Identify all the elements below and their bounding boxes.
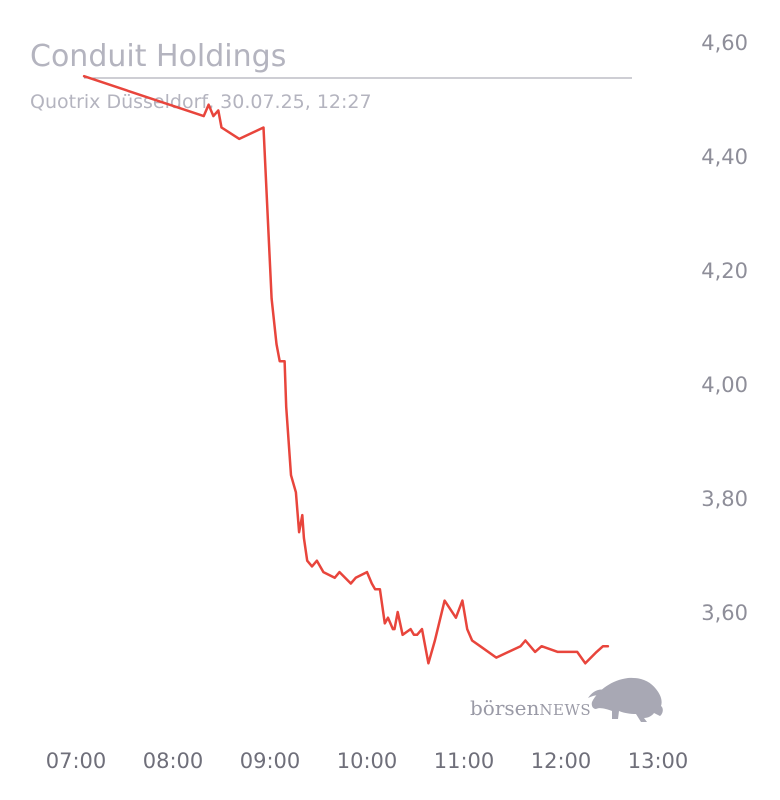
price-series-line	[82, 74, 610, 665]
logo-wordmark: börsenNEWS	[470, 696, 591, 720]
bull-icon	[588, 677, 663, 722]
logo-text-lower: börsen	[470, 696, 540, 720]
x-tick-label: 07:00	[46, 749, 107, 773]
x-tick-label: 09:00	[240, 749, 301, 773]
chart-subtitle: Quotrix Düsseldorf, 30.07.25, 12:27	[30, 91, 372, 113]
x-tick-label: 10:00	[337, 749, 398, 773]
x-tick-label: 12:00	[531, 749, 592, 773]
y-tick-label: 4,40	[701, 145, 748, 169]
chart-title: Conduit Holdings	[30, 39, 286, 74]
x-tick-label: 11:00	[434, 749, 495, 773]
boersennews-logo: börsenNEWS	[470, 677, 663, 722]
y-tick-label: 4,20	[701, 259, 748, 283]
y-tick-label: 3,80	[701, 487, 748, 511]
y-axis: 4,60 4,40 4,20 4,00 3,80 3,60	[701, 31, 748, 625]
x-tick-label: 13:00	[628, 749, 689, 773]
logo-text-caps: NEWS	[539, 701, 591, 719]
y-tick-label: 4,00	[701, 373, 748, 397]
x-tick-label: 08:00	[143, 749, 204, 773]
y-tick-label: 3,60	[701, 601, 748, 625]
y-tick-label: 4,60	[701, 31, 748, 55]
plot-area	[82, 74, 610, 665]
x-axis: 07:00 08:00 09:00 10:00 11:00 12:00 13:00	[46, 749, 689, 773]
